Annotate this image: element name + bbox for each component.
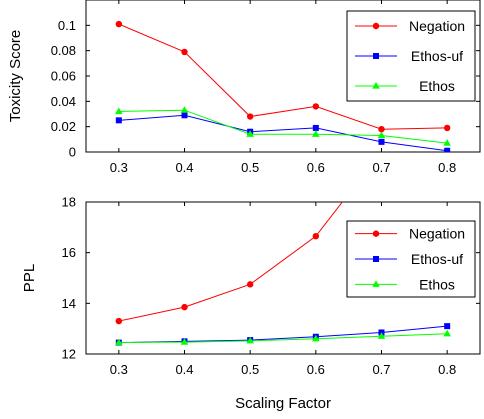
data-point-ethos-uf <box>312 124 319 131</box>
legend-marker <box>372 280 380 287</box>
data-point-negation <box>115 317 123 325</box>
legend-label: Negation <box>409 18 465 34</box>
x-tick-label: 0.5 <box>241 362 259 377</box>
legend-marker <box>373 256 379 262</box>
data-point-ethos <box>246 130 254 137</box>
y-tick-label: 0.02 <box>51 119 76 134</box>
y-tick-label: 12 <box>62 347 76 362</box>
y-axis-label: Toxicity Score <box>7 30 24 123</box>
data-point-negation <box>115 20 123 28</box>
data-point-ethos <box>377 131 386 139</box>
data-point-negation <box>312 103 320 110</box>
y-tick-label: 0.04 <box>51 94 76 109</box>
data-point-ethos-uf <box>444 147 451 152</box>
y-tick-label: 0 <box>69 145 76 160</box>
data-point-ethos-uf <box>378 138 385 145</box>
x-tick-label: 0.8 <box>438 362 456 377</box>
data-point-ethos <box>180 106 189 113</box>
x-axis-label: Scaling Factor <box>235 395 331 412</box>
x-tick-label: 0.5 <box>241 160 259 175</box>
y-tick-label: 18 <box>62 195 76 210</box>
data-point-negation <box>181 48 188 56</box>
legend-label: Ethos-uf <box>411 48 463 64</box>
y-axis-label: PPL <box>21 264 38 292</box>
data-point-ethos <box>443 329 451 337</box>
legend-marker <box>372 22 380 30</box>
legend-marker <box>372 230 380 237</box>
data-point-ethos-uf <box>444 323 451 330</box>
series-line-negation <box>118 202 343 322</box>
y-tick-label: 0.06 <box>51 69 76 84</box>
x-tick-label: 0.7 <box>372 160 390 175</box>
y-tick-label: 0.08 <box>51 43 76 58</box>
data-point-ethos <box>312 334 320 342</box>
y-tick-label: 0.1 <box>58 18 76 33</box>
data-point-ethos <box>115 338 123 346</box>
legend-marker <box>372 82 380 89</box>
series-line-ethos-uf <box>118 114 448 152</box>
legend-label: Ethos <box>419 276 455 292</box>
data-point-negation <box>246 281 254 288</box>
legend: Negation Ethos-uf Ethos <box>346 10 476 102</box>
data-point-negation <box>443 124 451 132</box>
data-point-negation <box>378 126 385 133</box>
chart-panel-1: 0.3 0.4 0.5 0.6 0.7 0.8 0 0.02 0.04 0.06 0.08 0.1 To… <box>7 0 481 175</box>
data-point-ethos <box>246 336 254 344</box>
legend-marker <box>373 53 379 59</box>
x-tick-label: 0.4 <box>175 160 193 175</box>
legend-label: Ethos <box>419 78 455 94</box>
plot-frame <box>85 201 481 355</box>
legend-label: Ethos-uf <box>411 251 463 267</box>
x-tick-label: 0.8 <box>438 160 456 175</box>
series-layer <box>115 20 451 152</box>
series-line-ethos <box>118 333 448 344</box>
series-line-ethos <box>118 109 448 144</box>
data-point-negation <box>246 113 254 120</box>
data-point-ethos <box>312 130 320 137</box>
series-line-negation <box>118 23 448 130</box>
data-point-ethos <box>115 107 123 115</box>
y-tick-label: 14 <box>62 296 76 311</box>
data-point-ethos-uf <box>181 112 188 119</box>
x-tick-label: 0.3 <box>110 160 128 175</box>
legend-label: Negation <box>409 226 465 242</box>
x-tick-label: 0.4 <box>175 362 193 377</box>
series-layer <box>115 202 451 346</box>
x-tick-label: 0.6 <box>307 362 325 377</box>
data-point-negation <box>181 303 188 311</box>
x-tick-label: 0.7 <box>372 362 390 377</box>
legend: Negation Ethos-uf Ethos <box>346 220 476 298</box>
data-point-ethos <box>443 139 451 146</box>
series-line-ethos-uf <box>118 325 448 344</box>
data-point-ethos-uf <box>115 117 122 124</box>
y-tick-label: 16 <box>62 245 76 260</box>
data-point-negation <box>312 233 320 240</box>
chart-panel-2: 0.3 0.4 0.5 0.6 0.7 0.8 12 14 16 18 PPL Scaling Fac… <box>21 195 481 412</box>
x-tick-label: 0.3 <box>110 362 128 377</box>
data-point-ethos <box>377 332 386 339</box>
x-tick-label: 0.6 <box>307 160 325 175</box>
data-point-ethos <box>180 338 189 345</box>
